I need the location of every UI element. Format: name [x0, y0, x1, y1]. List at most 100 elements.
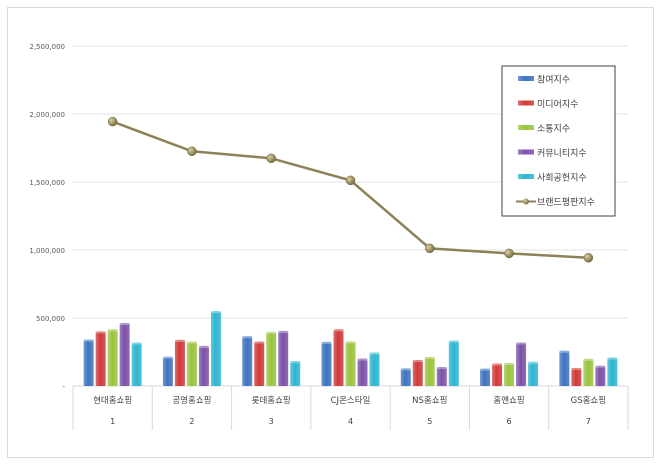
- bar-highlight: [437, 367, 447, 369]
- bar-highlight: [449, 341, 459, 343]
- bar-highlight: [108, 329, 118, 331]
- bar-소통지수: [266, 332, 276, 386]
- y-tick-label: -: [62, 383, 65, 391]
- bar-미디어지수: [334, 329, 344, 386]
- legend-swatch: [518, 174, 534, 179]
- bar-참여지수: [163, 357, 173, 386]
- bar-highlight: [96, 331, 106, 333]
- category-label: 홈앤쇼핑: [493, 395, 524, 406]
- bar-소통지수: [425, 357, 435, 386]
- bar-highlight: [254, 342, 264, 344]
- bar-사회공헌지수: [132, 342, 142, 386]
- legend-label: 참여지수: [537, 74, 570, 86]
- bar-참여지수: [322, 342, 332, 386]
- legend-label: 커뮤니티지수: [537, 148, 587, 159]
- bar-사회공헌지수: [607, 357, 617, 386]
- bar-미디어지수: [96, 331, 106, 386]
- bar-highlight: [242, 336, 252, 338]
- legend-marker: [523, 199, 529, 205]
- bar-highlight: [559, 351, 569, 353]
- category-number: 3: [269, 417, 274, 426]
- legend-label: 사회공헌지수: [537, 173, 587, 184]
- bar-highlight: [266, 332, 276, 334]
- category-label: 롯데홈쇼핑: [252, 395, 291, 406]
- bar-highlight: [84, 340, 94, 342]
- category-number: 7: [586, 417, 591, 426]
- bar-커뮤니티지수: [358, 359, 368, 386]
- x-axis: 현대홈쇼핑1공영홈쇼핑2롯데홈쇼핑3CJ온스타일4NS홈쇼핑5홈앤쇼핑6GS홈쇼…: [73, 386, 628, 430]
- bar-참여지수: [242, 336, 252, 386]
- bar-highlight: [132, 342, 142, 344]
- bar-커뮤니티지수: [278, 331, 288, 386]
- category-number: 2: [189, 417, 194, 426]
- bar-highlight: [163, 357, 173, 359]
- line-point: [584, 253, 593, 262]
- bar-highlight: [370, 353, 380, 355]
- legend-box: [502, 66, 615, 216]
- bar-highlight: [607, 357, 617, 359]
- bar-미디어지수: [175, 340, 185, 386]
- bar-참여지수: [401, 368, 411, 386]
- bar-소통지수: [108, 329, 118, 386]
- category-number: 1: [110, 417, 115, 426]
- category-number: 4: [348, 417, 353, 426]
- bar-커뮤니티지수: [595, 366, 605, 386]
- y-axis: -500,0001,000,0001,500,0002,000,0002,500…: [29, 43, 65, 391]
- category-label: NS홈쇼핑: [412, 395, 447, 406]
- y-tick-label: 1,500,000: [29, 179, 65, 187]
- bar-highlight: [278, 331, 288, 333]
- bar-커뮤니티지수: [516, 342, 526, 386]
- bar-highlight: [199, 346, 209, 348]
- legend-label: 미디어지수: [537, 99, 578, 110]
- bar-참여지수: [559, 351, 569, 386]
- line-point: [346, 176, 355, 185]
- bar-highlight: [346, 342, 356, 344]
- bar-highlight: [413, 360, 423, 362]
- legend-label: 소통지수: [537, 124, 570, 135]
- line-point: [267, 154, 276, 163]
- bar-참여지수: [84, 340, 94, 386]
- bar-highlight: [528, 362, 538, 364]
- legend-swatch: [518, 76, 534, 81]
- bar-참여지수: [480, 369, 490, 386]
- bar-highlight: [290, 361, 300, 363]
- bar-사회공헌지수: [528, 362, 538, 386]
- bar-소통지수: [346, 342, 356, 386]
- bar-미디어지수: [492, 364, 502, 386]
- bar-커뮤니티지수: [199, 346, 209, 386]
- bar-highlight: [595, 366, 605, 368]
- bar-highlight: [211, 311, 221, 313]
- bar-highlight: [120, 323, 130, 325]
- line-point: [187, 147, 196, 156]
- bar-소통지수: [187, 342, 197, 386]
- y-tick-label: 1,000,000: [29, 247, 65, 255]
- bar-커뮤니티지수: [437, 367, 447, 386]
- legend-swatch: [518, 125, 534, 130]
- bars: [84, 311, 618, 386]
- category-label: GS홈쇼핑: [571, 395, 606, 406]
- category-label: 공영홈쇼핑: [172, 395, 211, 406]
- category-label: CJ온스타일: [331, 396, 371, 406]
- bar-highlight: [322, 342, 332, 344]
- y-tick-label: 500,000: [36, 315, 65, 323]
- line-point: [505, 249, 514, 258]
- chart: -500,0001,000,0001,500,0002,000,0002,500…: [0, 0, 660, 464]
- bar-highlight: [358, 359, 368, 361]
- bar-소통지수: [583, 359, 593, 386]
- bar-highlight: [401, 368, 411, 370]
- bar-highlight: [334, 329, 344, 331]
- bar-highlight: [187, 342, 197, 344]
- line-point: [425, 244, 434, 253]
- bar-미디어지수: [571, 368, 581, 386]
- bar-highlight: [504, 363, 514, 365]
- bar-사회공헌지수: [449, 341, 459, 386]
- bar-사회공헌지수: [290, 361, 300, 386]
- bar-소통지수: [504, 363, 514, 386]
- y-tick-label: 2,500,000: [29, 43, 65, 51]
- bar-사회공헌지수: [211, 311, 221, 386]
- line-point: [108, 117, 117, 126]
- legend-label: 브랜드평판지수: [537, 197, 595, 208]
- category-number: 5: [427, 417, 432, 426]
- bar-사회공헌지수: [370, 353, 380, 386]
- bar-highlight: [175, 340, 185, 342]
